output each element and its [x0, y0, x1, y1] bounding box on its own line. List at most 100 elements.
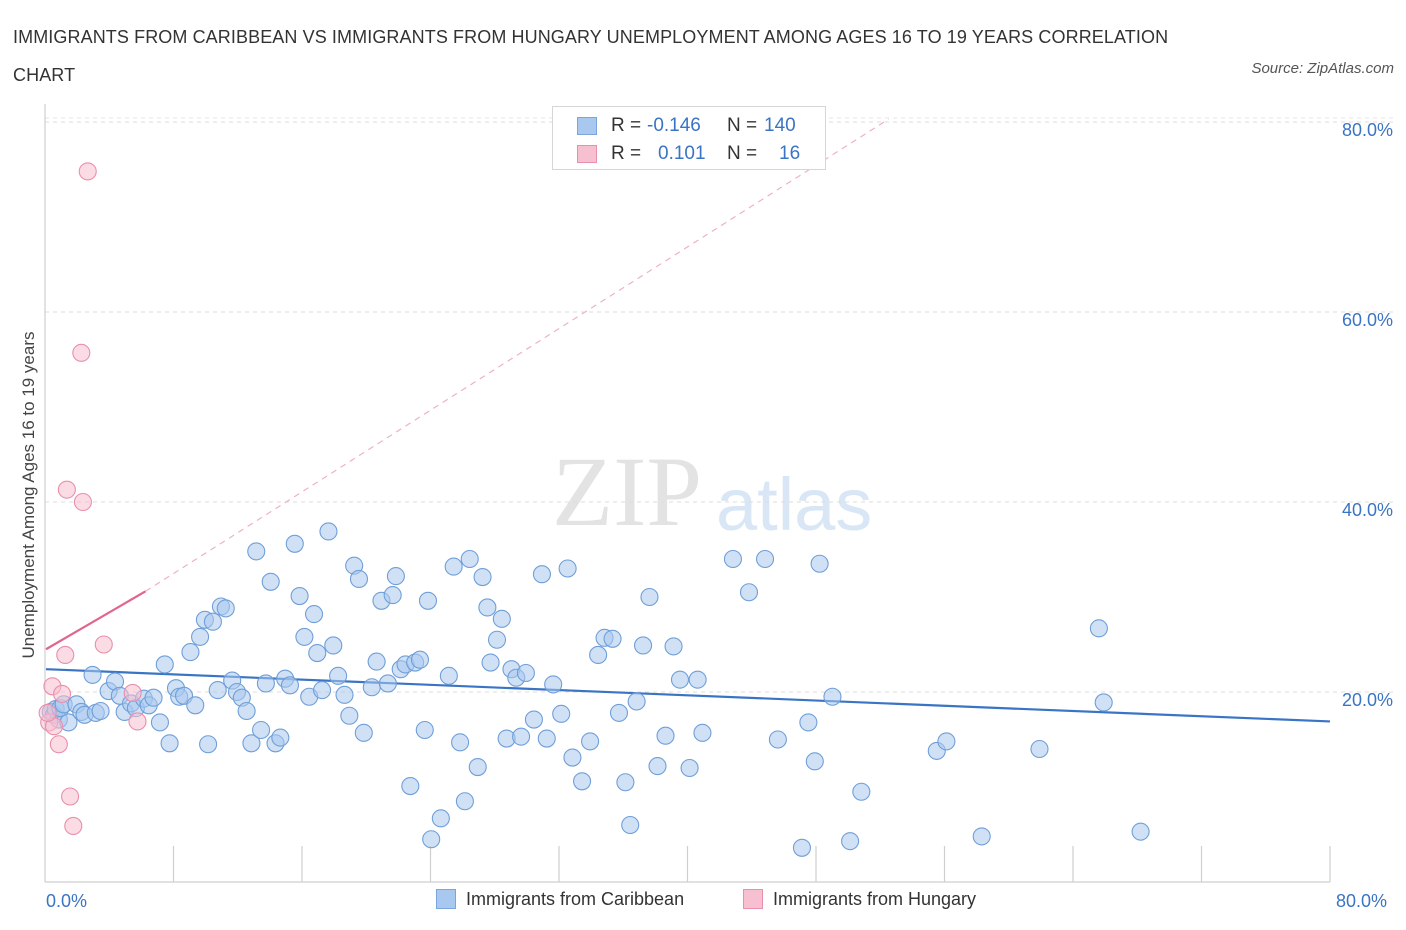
point-caribbean — [150, 713, 170, 732]
point-caribbean — [155, 655, 174, 674]
point-caribbean — [810, 554, 829, 573]
point-caribbean — [544, 675, 563, 694]
point-caribbean — [616, 773, 635, 792]
point-caribbean — [329, 666, 348, 685]
point-caribbean — [144, 688, 163, 707]
bottom-legend-label: Immigrants from Hungary — [773, 889, 977, 909]
point-caribbean — [280, 676, 300, 695]
axes — [44, 104, 1331, 883]
point-caribbean — [1131, 822, 1150, 841]
legend-r-label: R = — [611, 143, 642, 164]
point-caribbean — [670, 670, 690, 689]
point-caribbean — [431, 809, 450, 828]
point-caribbean — [324, 636, 343, 655]
watermark-zip: ZIP — [552, 436, 702, 547]
point-caribbean — [609, 703, 629, 722]
y-tick-label: 20.0% — [1342, 690, 1393, 710]
point-caribbean — [83, 665, 102, 684]
point-caribbean — [552, 704, 571, 723]
point-caribbean — [290, 586, 309, 606]
point-caribbean — [532, 565, 551, 584]
point-hungary — [49, 735, 68, 754]
point-caribbean — [481, 653, 500, 672]
point-caribbean — [247, 542, 266, 561]
point-caribbean — [516, 663, 535, 683]
point-caribbean — [439, 666, 458, 685]
point-caribbean — [563, 748, 582, 767]
point-caribbean — [422, 830, 441, 849]
point-caribbean — [242, 734, 261, 753]
point-caribbean — [451, 733, 470, 752]
point-hungary — [52, 684, 72, 703]
point-hungary — [94, 635, 113, 654]
y-tick-labels: 20.0% 40.0% 60.0% 80.0% — [1342, 120, 1393, 710]
point-caribbean — [852, 782, 871, 801]
point-caribbean — [415, 720, 434, 740]
chart-title: IMMIGRANTS FROM CARIBBEAN VS IMMIGRANTS … — [13, 27, 1169, 85]
point-caribbean — [304, 605, 324, 624]
point-hungary — [61, 787, 80, 806]
point-hungary — [72, 343, 91, 362]
trend-line-extension-1 — [145, 118, 889, 592]
point-caribbean — [313, 681, 332, 700]
point-caribbean — [367, 652, 386, 671]
point-caribbean — [319, 522, 338, 541]
point-hungary — [64, 816, 83, 836]
point-caribbean — [634, 636, 653, 655]
point-caribbean — [581, 732, 600, 751]
point-caribbean — [640, 587, 659, 607]
point-caribbean — [478, 598, 497, 617]
point-caribbean — [656, 726, 675, 745]
point-caribbean — [648, 757, 667, 776]
point-caribbean — [186, 696, 205, 715]
point-hungary — [38, 703, 57, 722]
point-caribbean — [768, 730, 787, 749]
point-caribbean — [91, 701, 110, 721]
trend-line-1 — [45, 590, 147, 651]
bottom-legend-swatch-hungary — [743, 889, 763, 909]
point-caribbean — [378, 674, 397, 693]
point-caribbean — [512, 727, 531, 746]
point-hungary — [78, 162, 97, 181]
point-caribbean — [410, 650, 430, 669]
legend-swatch-caribbean — [577, 117, 597, 135]
y-tick-label: 60.0% — [1342, 310, 1393, 330]
point-caribbean — [383, 586, 402, 605]
point-hungary — [57, 480, 76, 499]
point-caribbean — [627, 692, 646, 711]
point-caribbean — [271, 728, 290, 747]
point-caribbean — [252, 720, 271, 740]
point-caribbean — [191, 627, 210, 646]
data-points — [38, 162, 1150, 857]
bottom-legend-caribbean: Immigrants from Caribbean — [436, 889, 684, 910]
point-caribbean — [805, 752, 824, 771]
watermark-atlas: atlas — [716, 463, 872, 546]
point-hungary — [128, 712, 147, 731]
point-caribbean — [208, 681, 227, 700]
point-caribbean — [558, 559, 577, 578]
point-caribbean — [1094, 693, 1113, 712]
y-tick-label: 80.0% — [1342, 120, 1393, 140]
legend-n-value: 140 — [764, 115, 796, 136]
point-caribbean — [362, 678, 381, 697]
gridlines — [45, 117, 1394, 693]
point-hungary — [73, 492, 92, 512]
point-caribbean — [401, 776, 420, 796]
point-hungary — [56, 645, 75, 665]
x-tick-label-min: 0.0% — [46, 891, 88, 911]
legend-n-value: 16 — [779, 143, 801, 164]
point-caribbean — [455, 792, 474, 811]
watermark: ZIP atlas — [552, 436, 872, 547]
point-caribbean — [603, 629, 622, 648]
point-caribbean — [688, 670, 707, 689]
point-caribbean — [386, 567, 405, 586]
point-caribbean — [487, 630, 507, 649]
point-caribbean — [237, 701, 256, 721]
point-caribbean — [261, 572, 280, 591]
point-caribbean — [739, 583, 759, 602]
point-caribbean — [256, 674, 275, 693]
point-caribbean — [468, 757, 487, 777]
point-caribbean — [755, 549, 775, 569]
point-caribbean — [937, 732, 956, 751]
